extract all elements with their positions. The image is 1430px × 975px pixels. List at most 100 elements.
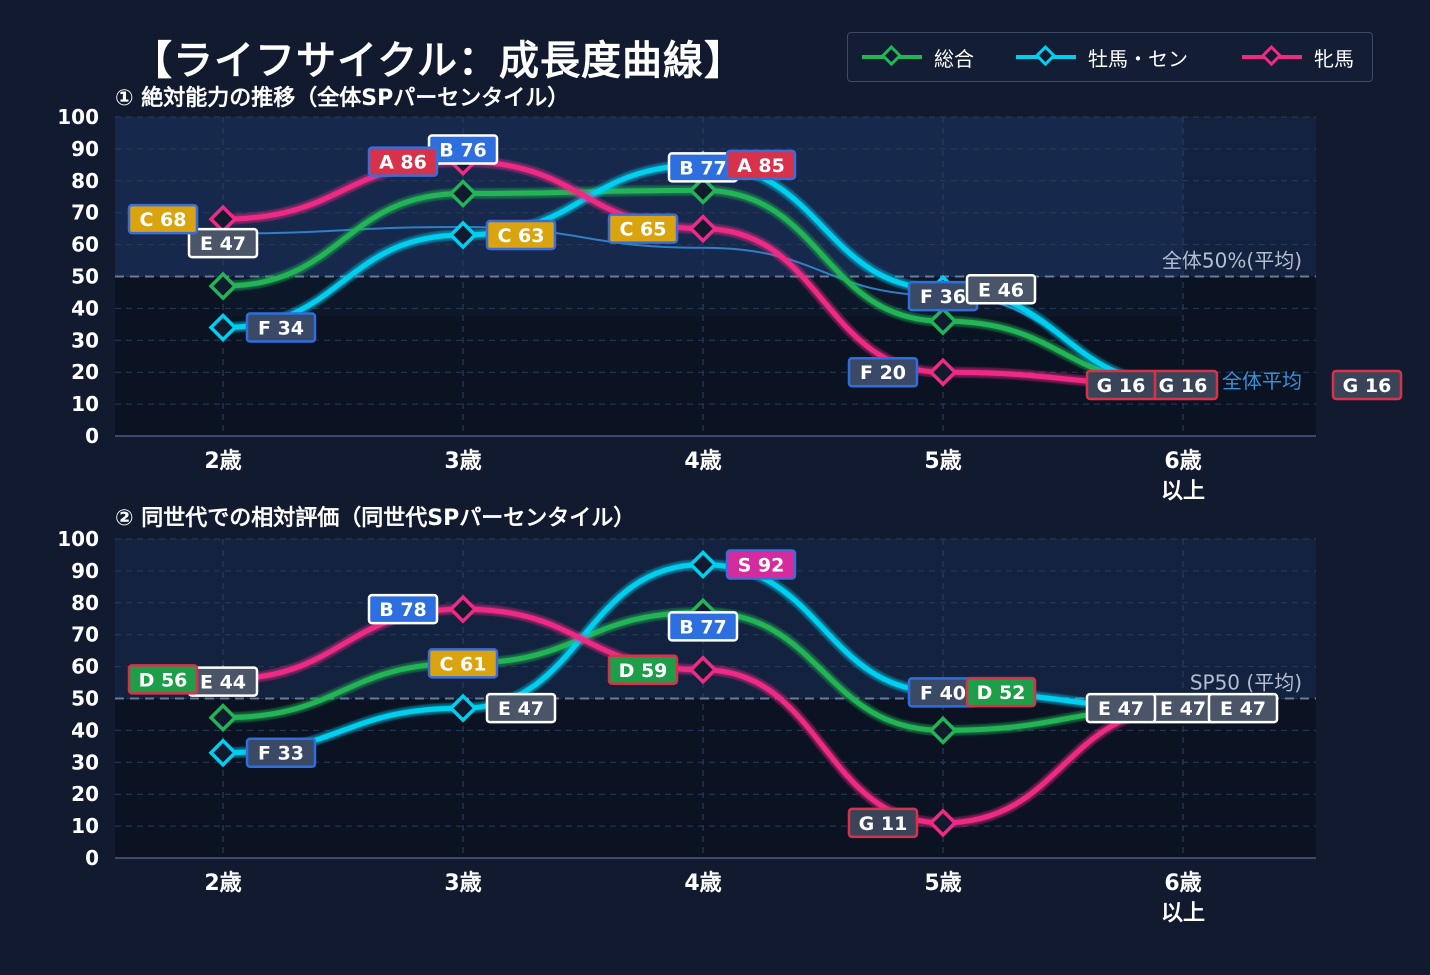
y-tick-label: 70 [71, 201, 99, 225]
data-point-marker [928, 808, 958, 838]
data-label-text: F 34 [258, 318, 304, 340]
data-label: E 47 [485, 692, 557, 724]
average-line [222, 226, 1184, 383]
data-label-box [607, 654, 679, 686]
data-label-box [847, 807, 919, 839]
data-label-box [667, 611, 739, 642]
y-tick-label: 10 [71, 392, 99, 416]
y-tick-label: 50 [71, 265, 99, 289]
panel1-title: ① 絶対能力の推移（全体SPパーセンタイル） [115, 86, 570, 111]
y-tick-label: 0 [85, 424, 99, 448]
data-label-text: C 68 [140, 209, 187, 231]
data-label-text: D 59 [619, 660, 668, 682]
data-point-marker [208, 703, 238, 733]
data-label-text: F 40 [920, 682, 966, 704]
y-tick-label: 90 [71, 137, 99, 161]
y-tick-label: 100 [57, 105, 99, 129]
data-point-marker [448, 594, 478, 624]
data-label: B 78 [367, 593, 439, 625]
data-label: C 61 [427, 648, 499, 679]
data-label-box [367, 593, 439, 625]
average-line-label: 全体平均 [1222, 369, 1302, 393]
data-point-marker [928, 715, 958, 745]
data-label: B 77 [667, 611, 739, 642]
y-tick-label: 60 [71, 655, 99, 679]
above-average-band [115, 117, 1183, 277]
data-label-text: B 76 [439, 140, 487, 162]
data-label-box [965, 676, 1037, 708]
data-label: E 47 [187, 227, 259, 259]
data-label-box [607, 213, 679, 244]
x-tick-label: 5歳 [924, 449, 961, 474]
x-tick-label: 5歳 [924, 871, 961, 896]
x-tick-label: 4歳 [684, 871, 721, 896]
y-tick-label: 10 [71, 814, 99, 838]
reference-line-label: SP50 (平均) [1190, 671, 1302, 695]
data-label: E 47 [1085, 692, 1157, 724]
data-label-box [427, 648, 499, 679]
data-label: C 63 [485, 219, 557, 251]
legend-marker-female [1242, 45, 1302, 67]
data-label-text: G 11 [859, 813, 908, 835]
y-tick-label: 30 [71, 328, 99, 352]
data-label-box [367, 146, 439, 177]
y-tick-label: 80 [71, 591, 99, 615]
x-tick-label: 6歳以上 [1161, 871, 1205, 926]
data-point-marker [688, 550, 718, 580]
panel2-title: ② 同世代での相対評価（同世代SPパーセンタイル） [115, 506, 636, 531]
data-label: F 40 [907, 677, 979, 708]
data-label-text: E 47 [498, 698, 544, 720]
data-label-box [485, 692, 557, 724]
legend-item-female: 牝馬 [1240, 33, 1354, 81]
data-label-text: D 52 [977, 682, 1026, 704]
legend-label-female: 牝馬 [1314, 46, 1354, 71]
data-label-text: A 86 [379, 152, 427, 174]
legend-marker-overall [862, 45, 922, 67]
y-tick-label: 100 [57, 527, 99, 551]
data-point-marker [208, 738, 238, 768]
data-label-text: G 16 [1343, 375, 1392, 397]
data-label-text: B 77 [679, 616, 727, 638]
data-label: E 46 [965, 274, 1037, 305]
data-label-box [725, 549, 797, 580]
data-point-marker [928, 357, 958, 387]
data-label-text: C 63 [498, 225, 545, 247]
data-point-marker [208, 271, 238, 301]
data-label-text: F 36 [920, 286, 966, 308]
data-label-box [1207, 692, 1279, 724]
y-tick-label: 40 [71, 718, 99, 742]
data-point-marker [928, 306, 958, 336]
data-label-text: C 61 [440, 653, 487, 675]
data-label-box [965, 274, 1037, 305]
y-tick-label: 80 [71, 169, 99, 193]
data-label: A 85 [725, 149, 797, 181]
data-label-text: B 78 [379, 599, 427, 621]
data-label: G 16 [1147, 369, 1219, 401]
data-label-box [245, 737, 317, 768]
data-label-text: E 47 [1160, 698, 1206, 720]
data-label: A 86 [367, 146, 439, 177]
data-label-text: D 56 [139, 669, 188, 691]
y-tick-label: 40 [71, 296, 99, 320]
data-label-text: E 47 [200, 233, 246, 255]
data-label: E 44 [187, 666, 259, 697]
x-tick-label: 3歳 [444, 449, 481, 474]
data-label-box [1331, 369, 1403, 401]
data-point-marker [688, 175, 718, 205]
data-label-text: G 16 [1159, 375, 1208, 397]
data-label: C 65 [607, 213, 679, 244]
data-point-marker [208, 313, 238, 343]
y-tick-label: 70 [71, 623, 99, 647]
legend-item-male: 牡馬・セン [1014, 33, 1188, 81]
data-point-marker [208, 204, 238, 234]
data-label: E 47 [1207, 692, 1279, 724]
data-label-text: E 47 [1098, 698, 1144, 720]
data-label: F 34 [245, 312, 317, 343]
legend-marker-male [1016, 45, 1076, 67]
data-label-text: B 77 [679, 157, 727, 179]
data-label-box [725, 149, 797, 181]
data-label-text: F 20 [860, 362, 906, 384]
reference-line-label: 全体50%(平均) [1162, 249, 1302, 273]
legend-label-male: 牡馬・セン [1088, 46, 1188, 71]
